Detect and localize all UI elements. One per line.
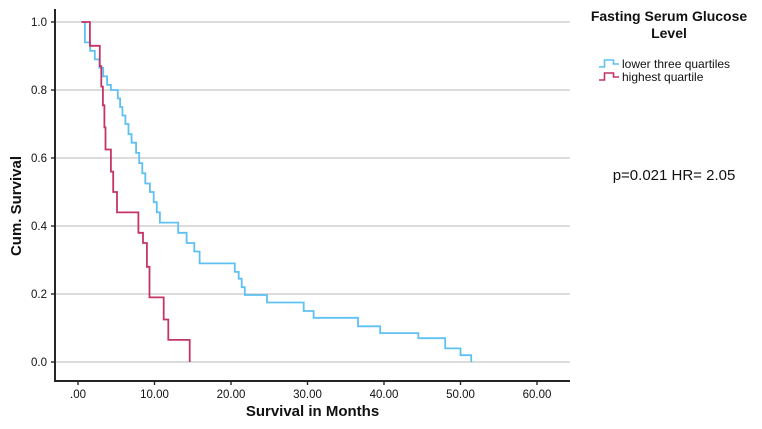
y-tick-label: 0.8 [31,85,47,97]
legend-item-label: lower three quartiles [622,56,731,71]
y-tick-label: 0.0 [31,357,47,369]
legend-item-label: highest quartile [622,69,704,84]
survival-curve-lower-three-quartiles [81,21,473,362]
y-tick-label: 1.0 [31,17,47,29]
x-tick-label: 10.00 [140,389,169,401]
y-tick-label: 0.4 [31,221,48,233]
x-tick-label: 60.00 [523,389,552,401]
legend: Fasting Serum Glucose Level lower three … [578,8,760,84]
x-tick-label: 20.00 [217,389,246,401]
survival-curve-highest-quartile [81,21,191,362]
x-axis-title: Survival in Months [245,403,380,420]
legend-title: Fasting Serum Glucose Level [590,8,748,41]
x-tick-label: .00 [70,389,86,401]
y-tick-label: 0.6 [31,153,47,165]
step-line-icon-blue [599,59,619,68]
legend-items: lower three quartiles highest quartile [578,56,760,84]
y-axis-title: Cum. Survival [8,155,25,257]
x-tick-label: 40.00 [370,389,399,401]
legend-item-lower-three-quartiles: lower three quartiles [598,56,760,71]
step-line-icon-red [599,72,619,81]
legend-item-highest-quartile: highest quartile [598,69,760,84]
y-tick-label: 0.2 [31,289,47,301]
x-tick-label: 50.00 [446,389,475,401]
stats-annotation: p=0.021 HR= 2.05 [612,167,736,184]
x-tick-label: 30.00 [293,389,322,401]
